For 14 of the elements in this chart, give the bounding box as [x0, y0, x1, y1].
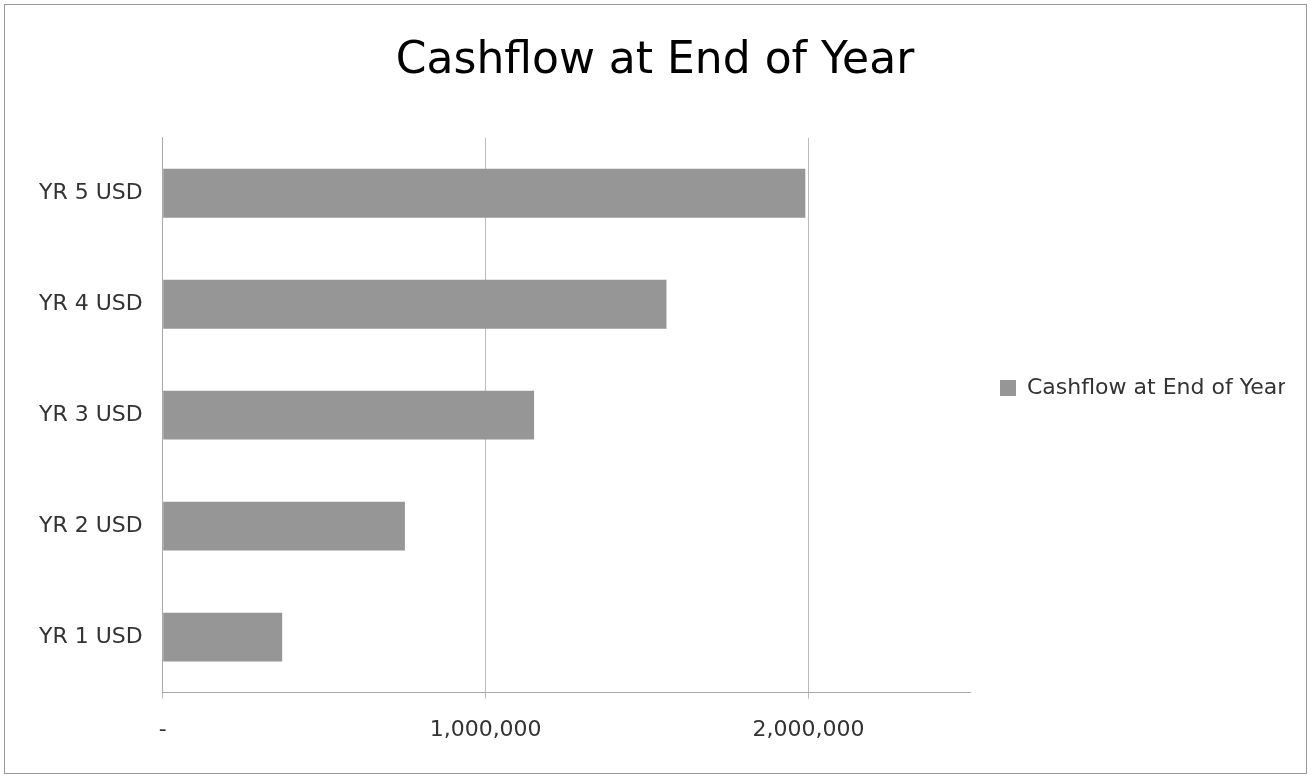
bar	[163, 168, 806, 218]
bar	[163, 279, 667, 329]
chart-title: Cashflow at End of Year	[395, 31, 916, 83]
bar	[163, 501, 405, 551]
y-tick-label: YR 3 USD	[38, 400, 143, 426]
y-tick-label: YR 1 USD	[38, 622, 143, 648]
x-tick-label: 2,000,000	[752, 715, 865, 741]
y-tick-label: YR 2 USD	[38, 511, 143, 537]
y-tick-label: YR 4 USD	[38, 289, 143, 315]
x-tick-label: -	[158, 715, 167, 741]
bar	[163, 390, 535, 440]
bar	[163, 612, 283, 662]
y-tick-label: YR 5 USD	[38, 179, 143, 204]
x-tick-label: 1,000,000	[429, 715, 542, 741]
